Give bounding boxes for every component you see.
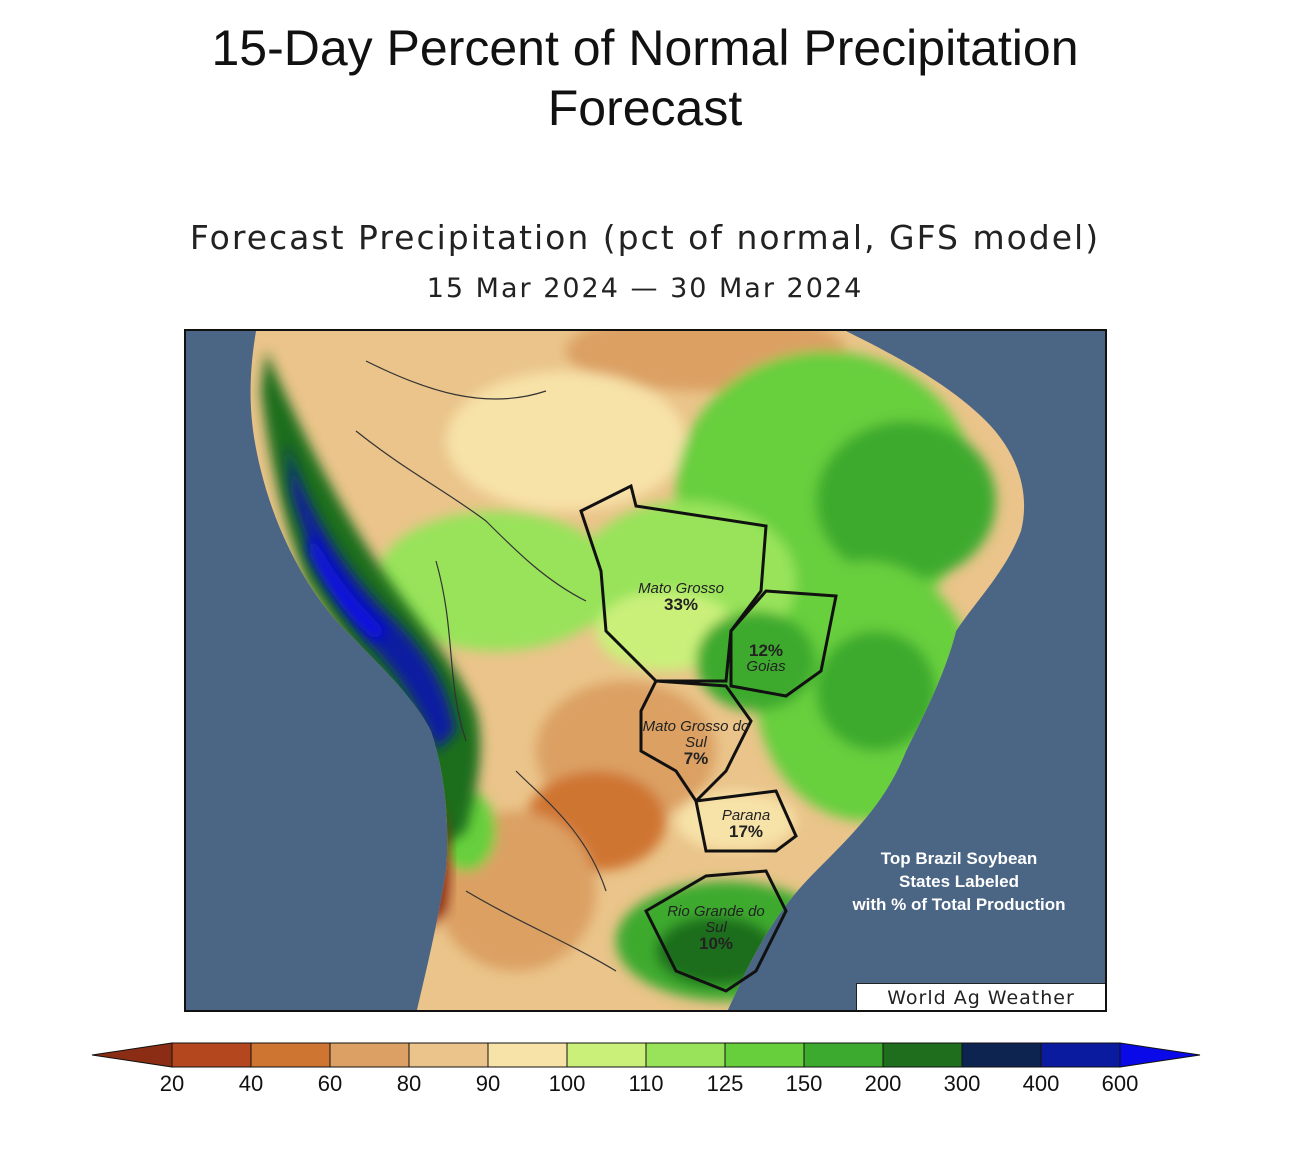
mato-grosso-outline bbox=[579, 483, 768, 683]
state-outlines bbox=[579, 483, 838, 993]
colorbar-segment bbox=[566, 1042, 647, 1068]
colorbar-label: 150 bbox=[785, 1071, 823, 1096]
colorbar-segment bbox=[171, 1042, 252, 1068]
colorbar-segment bbox=[250, 1042, 331, 1068]
colorbar-segment bbox=[803, 1042, 884, 1068]
state-label-mato-grosso: Mato Grosso 33% bbox=[638, 580, 724, 614]
colorbar-segment bbox=[961, 1042, 1042, 1068]
colorbar bbox=[91, 1042, 1201, 1068]
colorbar-segment bbox=[724, 1042, 805, 1068]
colorbar-label: 20 bbox=[159, 1071, 185, 1096]
colorbar-label: 125 bbox=[706, 1071, 744, 1096]
map-image bbox=[250, 331, 1025, 1010]
state-label-parana: Parana 17% bbox=[721, 807, 771, 841]
colorbar-segment bbox=[1040, 1042, 1121, 1068]
colorbar-label: 40 bbox=[238, 1071, 264, 1096]
state-label-goias: 12% Goias bbox=[746, 641, 786, 675]
colorbar-label: 80 bbox=[396, 1071, 422, 1096]
precipitation-map: Mato Grosso 33% 12% Goias Mato Grosso do… bbox=[184, 329, 1107, 1012]
colorbar-label: 300 bbox=[943, 1071, 981, 1096]
rio-grande-do-sul-outline bbox=[644, 869, 788, 993]
colorbar-label: 90 bbox=[475, 1071, 501, 1096]
colorbar-segment bbox=[329, 1042, 410, 1068]
world-ag-weather-credit: World Ag Weather bbox=[856, 983, 1105, 1010]
colorbar-label: 600 bbox=[1101, 1071, 1139, 1096]
page-title-line1: 15-Day Percent of Normal Precipitation bbox=[211, 20, 1079, 76]
colorbar-segment bbox=[408, 1042, 489, 1068]
soybean-note: Top Brazil Soybean States Labeled with %… bbox=[852, 849, 1066, 914]
state-label-mato-grosso-do-sul: Mato Grosso do Sul 7% bbox=[642, 718, 750, 768]
colorbar-segment bbox=[645, 1042, 726, 1068]
page-title-line2: Forecast bbox=[547, 80, 743, 136]
colorbar-segment bbox=[487, 1042, 568, 1068]
colorbar-arrow-high bbox=[1119, 1042, 1201, 1068]
parana-outline bbox=[694, 789, 798, 853]
goias-outline bbox=[729, 589, 838, 698]
colorbar-label: 100 bbox=[548, 1071, 586, 1096]
colorbar-segment bbox=[882, 1042, 963, 1068]
page-title: 15-Day Percent of Normal Precipitation F… bbox=[0, 18, 1290, 138]
map-title: Forecast Precipitation (pct of normal, G… bbox=[189, 218, 1101, 257]
country-borders bbox=[355, 360, 617, 972]
colorbar-label: 400 bbox=[1022, 1071, 1060, 1096]
colorbar-label: 60 bbox=[317, 1071, 343, 1096]
state-label-rio-grande-do-sul: Rio Grande do Sul 10% bbox=[667, 903, 765, 953]
map-date-range: 15 Mar 2024 — 30 Mar 2024 bbox=[426, 273, 864, 304]
colorbar-label: 110 bbox=[628, 1071, 664, 1096]
colorbar-arrow-low bbox=[91, 1042, 173, 1068]
colorbar-label: 200 bbox=[864, 1071, 902, 1096]
